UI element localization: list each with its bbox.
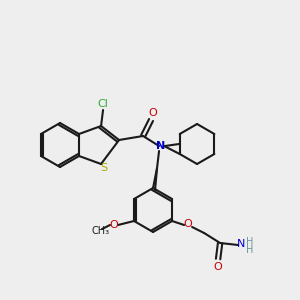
Text: CH₃: CH₃	[92, 226, 110, 236]
Text: H: H	[246, 245, 254, 255]
Text: N: N	[156, 141, 166, 151]
Text: O: O	[184, 219, 193, 229]
Text: O: O	[149, 108, 158, 118]
Text: O: O	[214, 262, 223, 272]
Text: Cl: Cl	[98, 99, 109, 109]
Text: S: S	[100, 163, 108, 173]
Text: O: O	[110, 220, 118, 230]
Text: H: H	[246, 237, 254, 247]
Text: N: N	[237, 239, 245, 249]
